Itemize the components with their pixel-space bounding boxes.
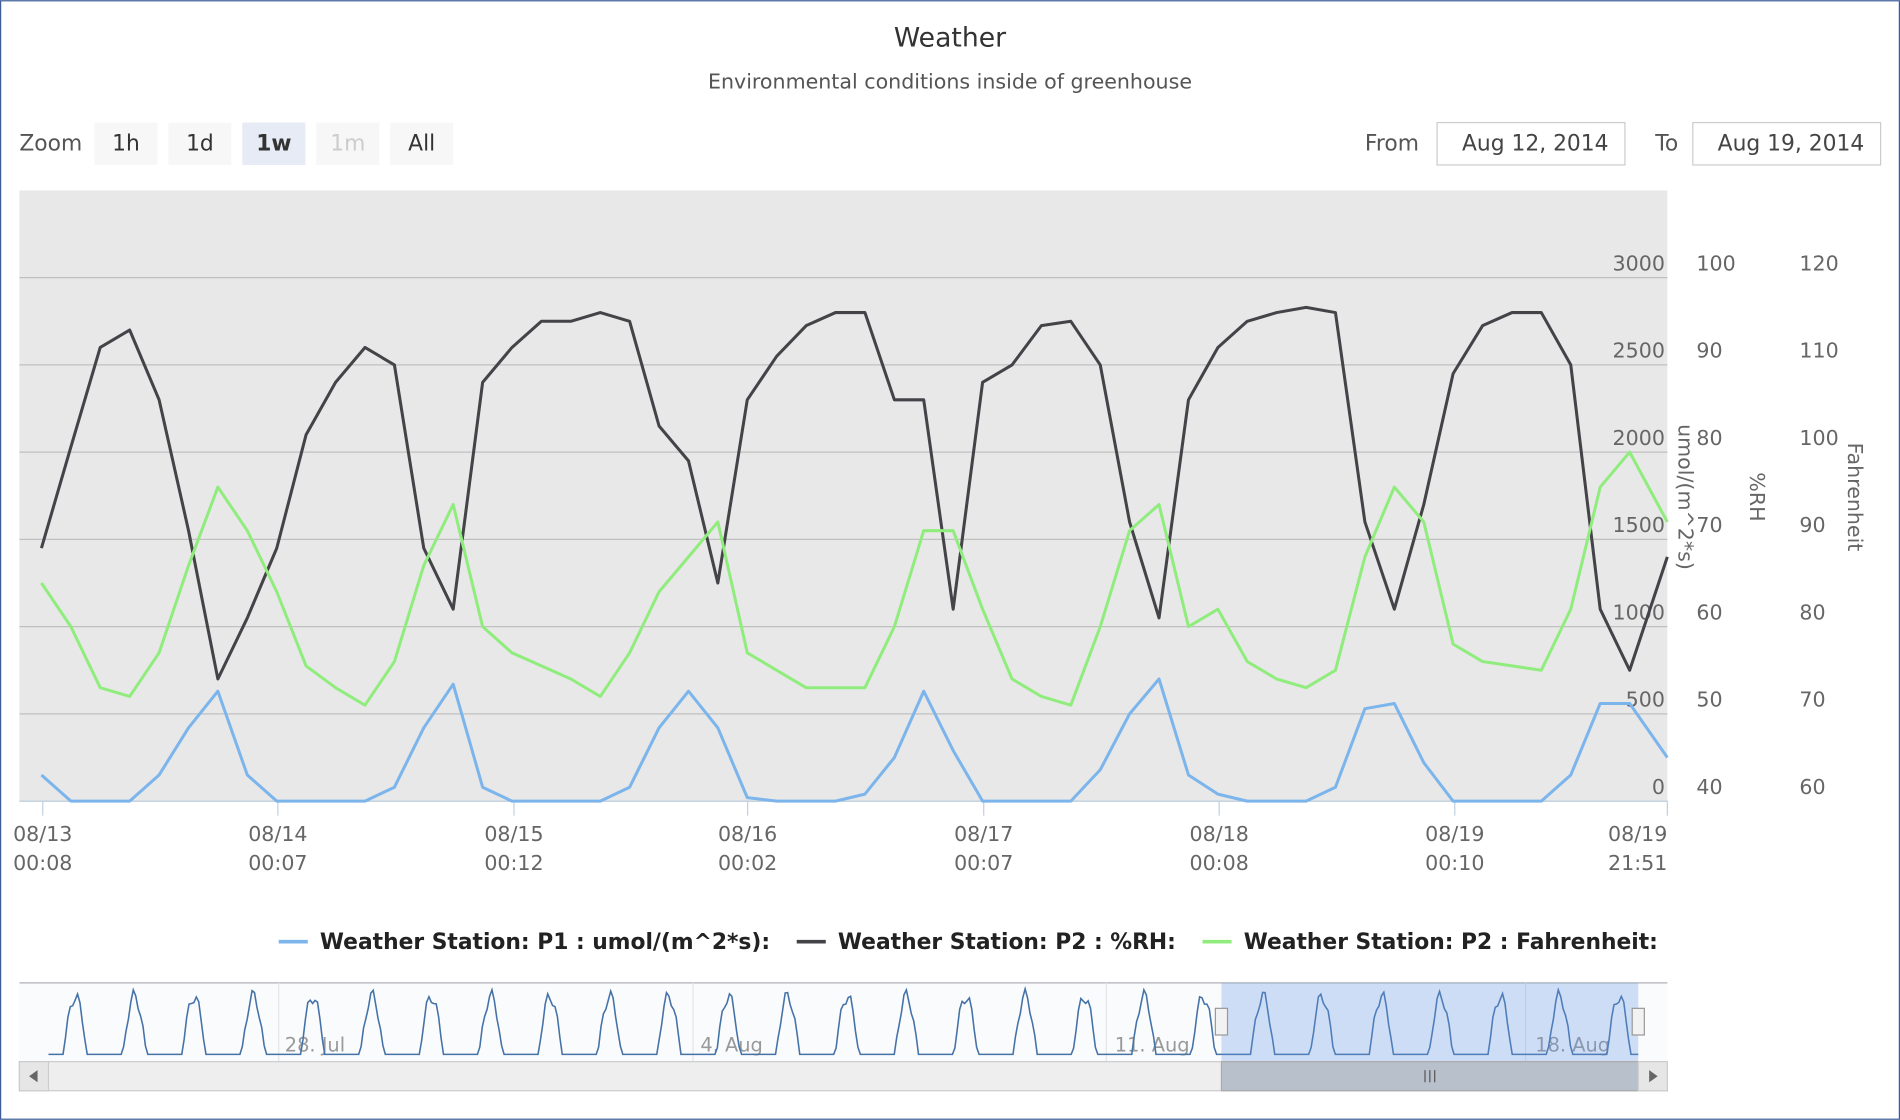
zoom-label: Zoom xyxy=(19,131,82,156)
zoom-button-label[interactable]: 1w xyxy=(256,131,291,156)
zoom-button-label[interactable]: 1h xyxy=(112,131,140,156)
y2-tick-label: 100 xyxy=(1696,251,1735,275)
y2-tick-label: 90 xyxy=(1696,339,1722,363)
series-line xyxy=(40,677,1669,803)
from-label: From xyxy=(1365,131,1419,156)
zoom-button xyxy=(316,122,380,165)
x-tick-label: 08/19 21:51 xyxy=(1608,822,1667,875)
y3-tick-label: 80 xyxy=(1799,600,1825,624)
to-label: To xyxy=(1654,131,1678,156)
y-tick-label: 0 xyxy=(1652,775,1665,799)
to-input[interactable] xyxy=(1692,121,1882,166)
zoom-button[interactable] xyxy=(242,122,306,165)
y2-tick-label: 70 xyxy=(1696,513,1722,537)
zoom-button[interactable] xyxy=(390,122,454,165)
x-tick-label: 08/16 00:02 xyxy=(718,822,777,875)
zoom-button-label[interactable]: 1d xyxy=(186,131,214,156)
y2-tick-label: 40 xyxy=(1696,775,1722,799)
y3-tick-label: 60 xyxy=(1799,775,1825,799)
chart-subtitle: Environmental conditions inside of green… xyxy=(708,70,1192,94)
x-tick-label: 08/19 00:10 xyxy=(1425,822,1484,875)
y-tick-label: 2000 xyxy=(1613,426,1665,450)
from-value[interactable]: Aug 12, 2014 xyxy=(1462,131,1609,156)
scrollbar-left-arrow xyxy=(29,1070,38,1083)
legend-label[interactable]: Weather Station: P1 : umol/(m^2*s): xyxy=(320,930,770,955)
navigator-handle[interactable] xyxy=(1214,1007,1229,1036)
y-tick-label: 1500 xyxy=(1613,513,1665,537)
axis-title: %RH xyxy=(1745,472,1769,521)
zoom-button[interactable] xyxy=(94,122,158,165)
x-tick-label: 08/15 00:12 xyxy=(484,822,543,875)
navigator-series xyxy=(48,985,1639,1056)
to-value[interactable]: Aug 19, 2014 xyxy=(1718,131,1865,156)
y2-tick-label: 50 xyxy=(1696,688,1722,712)
axis-title: Fahrenheit xyxy=(1843,443,1867,552)
x-tick-label: 08/14 00:07 xyxy=(248,822,307,875)
zoom-button-label: 1m xyxy=(330,131,365,156)
series-line xyxy=(40,450,1669,707)
y3-tick-label: 70 xyxy=(1799,688,1825,712)
navigator-label: 18. Aug xyxy=(1535,1033,1610,1056)
y2-tick-label: 80 xyxy=(1696,426,1722,450)
zoom-button[interactable] xyxy=(168,122,232,165)
legend-label[interactable]: Weather Station: P2 : %RH: xyxy=(838,930,1176,955)
y-tick-label: 2500 xyxy=(1613,339,1665,363)
series-line xyxy=(39,305,1669,681)
navigator-selection[interactable] xyxy=(1221,982,1639,1062)
y-tick-label: 3000 xyxy=(1613,251,1665,275)
chart-title: Weather xyxy=(894,22,1006,53)
y3-tick-label: 110 xyxy=(1799,339,1838,363)
axis-title: umol/(m^2*s) xyxy=(1673,424,1697,570)
legend-label[interactable]: Weather Station: P2 : Fahrenheit: xyxy=(1244,930,1658,955)
y2-tick-label: 60 xyxy=(1696,600,1722,624)
x-tick-label: 08/18 00:08 xyxy=(1190,822,1249,875)
zoom-button-label[interactable]: All xyxy=(408,131,435,156)
y-tick-label: 1000 xyxy=(1613,600,1665,624)
x-tick-label: 08/13 00:08 xyxy=(13,822,72,875)
navigator-label: 11. Aug xyxy=(1115,1033,1190,1056)
x-tick-label: 08/17 00:07 xyxy=(954,822,1013,875)
navigator-label: 4. Aug xyxy=(700,1033,762,1056)
y3-tick-label: 120 xyxy=(1799,251,1838,275)
plot-background xyxy=(19,190,1668,802)
navigator-label: 28. Jul xyxy=(285,1033,345,1056)
y3-tick-label: 100 xyxy=(1799,426,1838,450)
scrollbar-right-arrow xyxy=(1649,1070,1658,1083)
navigator-handle[interactable] xyxy=(1631,1007,1645,1036)
y3-tick-label: 90 xyxy=(1799,513,1825,537)
from-input[interactable] xyxy=(1436,121,1626,166)
scrollbar-right[interactable] xyxy=(1637,1061,1668,1092)
